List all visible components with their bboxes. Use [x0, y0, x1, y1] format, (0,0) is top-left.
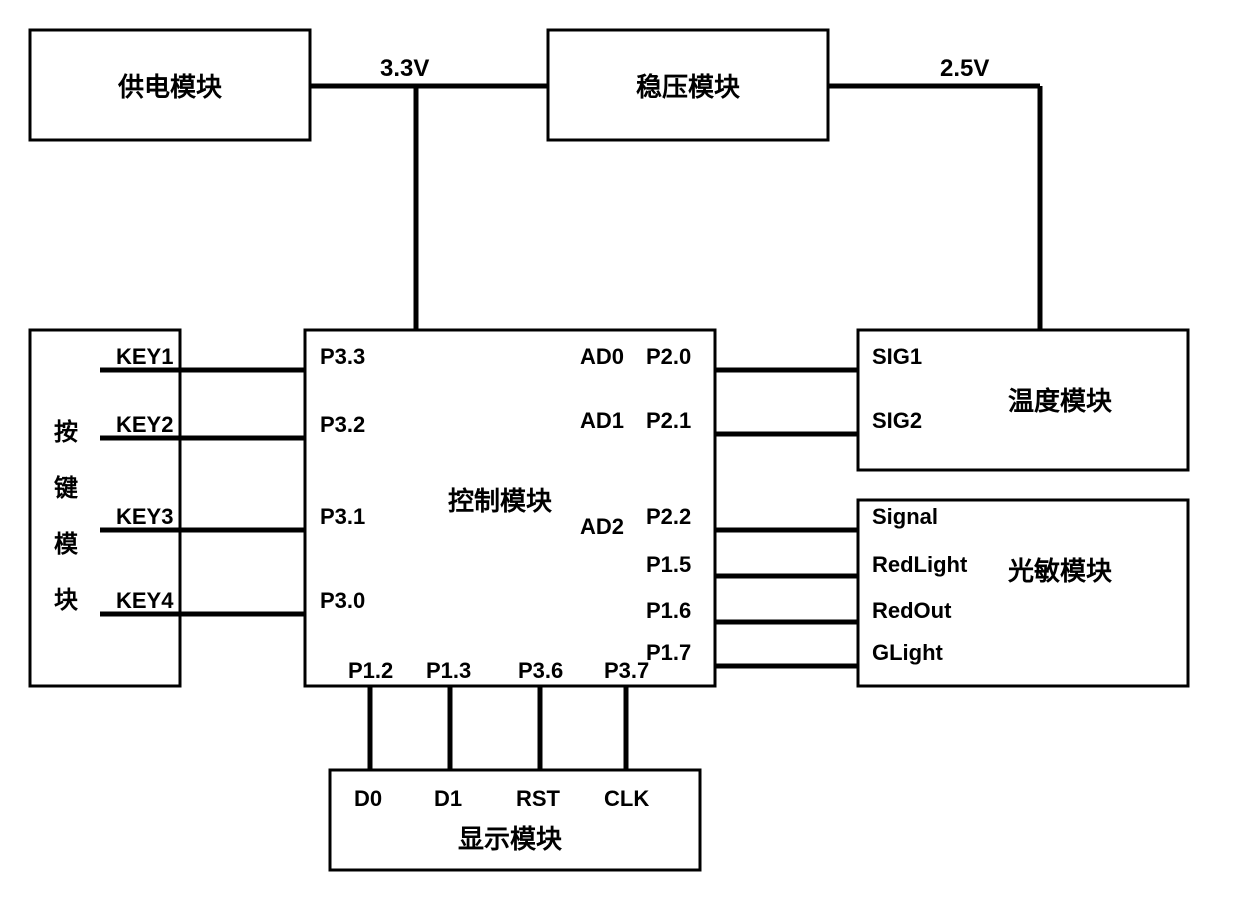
display-pin-2: RST: [516, 786, 561, 811]
ctrl-right-ad-2: AD2: [580, 514, 624, 539]
light-pin-2: RedOut: [872, 598, 952, 623]
temp-module-label: 温度模块: [1008, 386, 1112, 416]
ctrl-bottom-pin-3: P3.7: [604, 658, 649, 683]
reg-module-label: 稳压模块: [636, 72, 740, 102]
ctrl-right-pin-4: P1.6: [646, 598, 691, 623]
keys-module-label-2: 模: [54, 531, 79, 558]
ctrl-left-pin-0: P3.3: [320, 344, 365, 369]
temp-pin-0: SIG1: [872, 344, 922, 369]
ctrl-left-pin-2: P3.1: [320, 504, 365, 529]
ctrl-right-pin-2: P2.2: [646, 504, 691, 529]
ctrl-right-pin-3: P1.5: [646, 552, 691, 577]
ctrl-module-label: 控制模块: [448, 486, 552, 516]
ctrl-right-pin-5: P1.7: [646, 640, 691, 665]
v25-label: 2.5V: [940, 55, 989, 82]
ctrl-bottom-pin-2: P3.6: [518, 658, 563, 683]
temp-pin-1: SIG2: [872, 408, 922, 433]
display-module-box: [330, 770, 700, 870]
ctrl-right-ad-1: AD1: [580, 408, 624, 433]
ctrl-right-pin-1: P2.1: [646, 408, 691, 433]
power-module-label: 供电模块: [117, 72, 222, 102]
light-pin-0: Signal: [872, 504, 938, 529]
key-label-1: KEY2: [116, 412, 173, 437]
light-pin-1: RedLight: [872, 552, 968, 577]
light-pin-3: GLight: [872, 640, 944, 665]
ctrl-left-pin-3: P3.0: [320, 588, 365, 613]
display-pin-0: D0: [354, 786, 382, 811]
display-pin-1: D1: [434, 786, 462, 811]
keys-module-label-0: 按: [54, 418, 78, 446]
key-label-2: KEY3: [116, 504, 173, 529]
keys-module-label-3: 块: [54, 587, 78, 614]
ctrl-right-ad-0: AD0: [580, 344, 624, 369]
display-pin-3: CLK: [604, 786, 649, 811]
light-module-label: 光敏模块: [1007, 556, 1112, 586]
ctrl-bottom-pin-0: P1.2: [348, 658, 393, 683]
v33-label: 3.3V: [380, 55, 429, 82]
ctrl-bottom-pin-1: P1.3: [426, 658, 471, 683]
display-module-label: 显示模块: [458, 824, 562, 854]
ctrl-right-pin-0: P2.0: [646, 344, 691, 369]
ctrl-left-pin-1: P3.2: [320, 412, 365, 437]
keys-module-label-1: 键: [54, 474, 78, 502]
key-label-3: KEY4: [116, 588, 174, 613]
key-label-0: KEY1: [116, 344, 173, 369]
